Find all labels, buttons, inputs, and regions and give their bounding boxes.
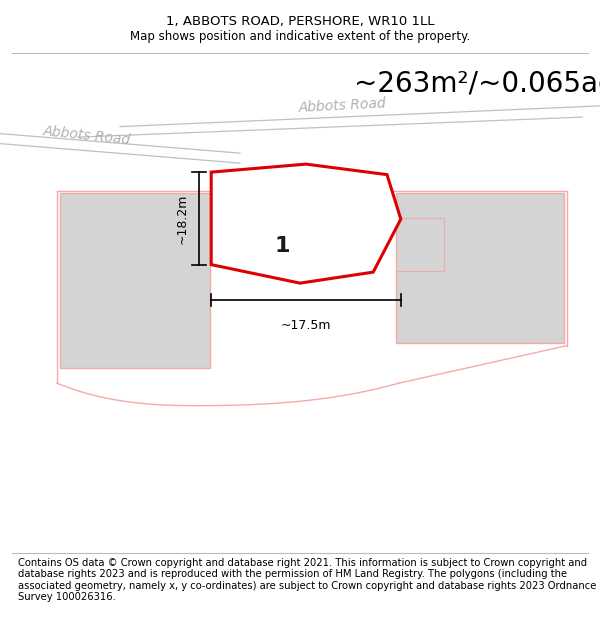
Text: ~263m²/~0.065ac.: ~263m²/~0.065ac. — [354, 69, 600, 97]
Polygon shape — [211, 164, 401, 283]
Text: 1, ABBOTS ROAD, PERSHORE, WR10 1LL: 1, ABBOTS ROAD, PERSHORE, WR10 1LL — [166, 16, 434, 28]
Text: Map shows position and indicative extent of the property.: Map shows position and indicative extent… — [130, 30, 470, 42]
Polygon shape — [396, 193, 564, 343]
Text: Contains OS data © Crown copyright and database right 2021. This information is : Contains OS data © Crown copyright and d… — [18, 558, 596, 602]
Text: ~18.2m: ~18.2m — [175, 193, 188, 244]
Polygon shape — [221, 226, 348, 264]
Text: 1: 1 — [274, 236, 290, 256]
Text: Abbots Road: Abbots Road — [298, 96, 386, 115]
Text: ~17.5m: ~17.5m — [281, 319, 331, 332]
Polygon shape — [396, 218, 444, 271]
Polygon shape — [60, 193, 210, 368]
Text: Abbots Road: Abbots Road — [43, 124, 131, 147]
